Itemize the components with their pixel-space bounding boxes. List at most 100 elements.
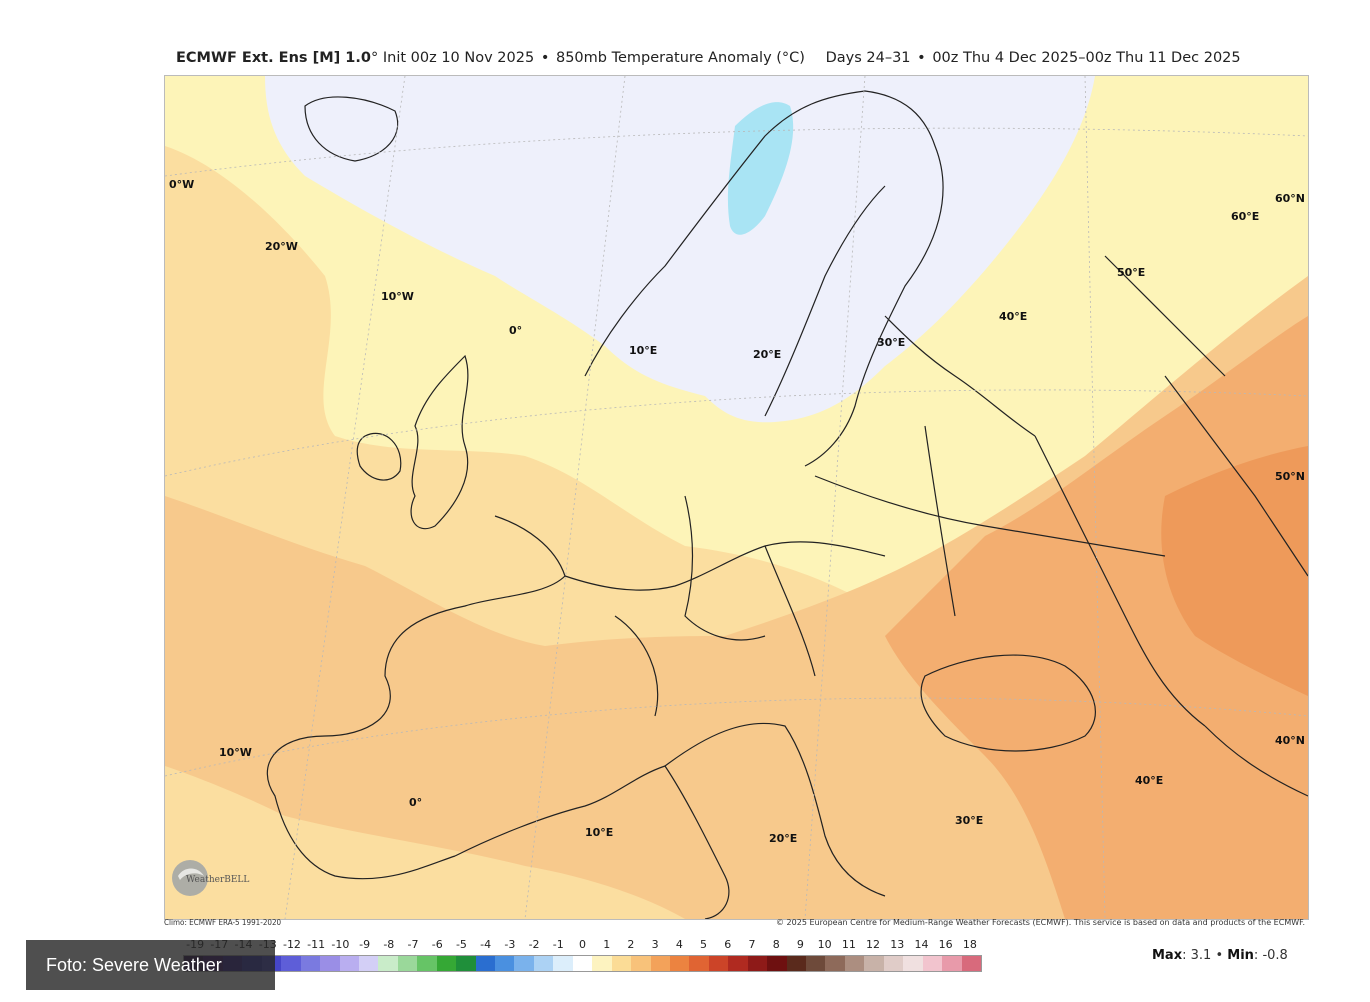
colorbar-swatch [533,956,554,971]
lon-label: 60°E [1231,210,1259,223]
days-range: Days 24–31 [825,50,911,66]
colorbar-tick-label: 10 [817,938,832,951]
colorbar-tick-label: -9 [359,938,371,951]
anomaly-zone-blue [727,102,794,235]
lat-label: 60°N [1275,192,1305,205]
colorbar-swatch [767,956,787,971]
colorbar-swatch [631,956,651,971]
colorbar-tick-label: -8 [383,938,395,951]
lon-label: 40°E [1135,774,1163,787]
lon-label: 30°E [877,336,905,349]
variable-name: 850mb Temperature Anomaly (°C) [555,50,805,66]
colorbar-swatch [708,956,729,971]
min-value: -0.8 [1262,948,1288,963]
colorbar-tick-label: -7 [407,938,419,951]
bullet-separator-2: • [917,50,926,66]
colorbar-tick-label: -4 [480,938,492,951]
colorbar-swatch [883,956,904,971]
colorbar-swatch [378,956,398,971]
colorbar-swatch [922,956,943,971]
colorbar-tick-label: 7 [748,938,756,951]
colorbar-swatch [689,956,709,971]
anomaly-zone-max [1161,446,1308,696]
lon-label: 0°W [169,178,194,191]
colorbar-labels: -19-17-14-13-12-11-10-9-8-7-6-5-4-3-2-10… [183,938,983,952]
colorbar-swatch [728,956,748,971]
colorbar-tick-label: -5 [455,938,467,951]
max-min-readout: Max: 3.1 • Min: -0.8 [1152,948,1288,963]
copyright-note: © 2025 European Centre for Medium-Range … [776,918,1305,927]
colorbar-tick-label: 14 [914,938,929,951]
colorbar-swatch [786,956,806,971]
climo-note: Climo: ECMWF ERA-5 1991-2020 [164,918,282,927]
init-time: Init 00z 10 Nov 2025 [382,50,535,66]
colorbar-swatch [281,956,301,971]
colorbar-tick-label: 1 [603,938,611,951]
lon-label: 20°E [753,348,781,361]
colorbar-swatch [475,956,495,971]
colorbar-tick-label: 3 [651,938,659,951]
colorbar-swatch [514,956,534,971]
colorbar-swatch [553,956,573,971]
colorbar-swatch [397,956,418,971]
maxmin-separator: • [1215,948,1224,963]
colorbar-swatch [806,956,826,971]
map-svg: 0°W 20°W 10°W 0° 10°E 20°E 30°E 40°E 50°… [165,76,1308,919]
colorbar-tick-label: 9 [796,938,804,951]
colorbar-swatch [942,956,962,971]
colorbar-tick-label: -12 [282,938,301,951]
colorbar-tick-label: 18 [962,938,977,951]
photo-credit: Foto: Severe Weather [26,940,275,990]
model-title: ECMWF Ext. Ens [M] 1.0 [176,50,371,66]
colorbar-swatch [961,956,981,971]
max-label: Max [1152,948,1183,963]
colorbar-swatch [572,956,593,971]
colorbar-swatch [650,956,670,971]
colorbar-tick-label: 6 [724,938,732,951]
lon-label: 20°W [265,240,298,253]
lon-label: 0° [509,324,522,337]
colorbar-tick-label: 2 [627,938,635,951]
colorbar-swatch [825,956,845,971]
bullet-separator: • [540,50,550,66]
anomaly-map: 0°W 20°W 10°W 0° 10°E 20°E 30°E 40°E 50°… [164,75,1309,920]
colorbar-swatch [669,956,690,971]
lat-label: 50°N [1275,470,1305,483]
colorbar-tick-label: 13 [890,938,905,951]
colorbar-tick-label: 5 [700,938,708,951]
anomaly-zone-strong [885,316,1308,919]
colorbar-tick-label: -1 [552,938,564,951]
coastlines [266,90,1308,919]
colorbar-tick-label: 0 [579,938,586,951]
weatherbell-logo: WeatherBELL [172,860,249,896]
degree-symbol: ° [371,50,379,66]
lon-label: 10°W [381,290,414,303]
colorbar-swatch [864,956,884,971]
colorbar-tick-label: -10 [331,938,350,951]
colorbar-swatch [592,956,612,971]
colorbar-swatch [417,956,437,971]
colorbar-tick-label: 12 [866,938,881,951]
colorbar-tick-label: -2 [528,938,540,951]
lon-label: 30°E [955,814,983,827]
lon-label: 20°E [769,832,797,845]
colorbar-tick-label: -11 [307,938,326,951]
lon-label: 10°W [219,746,252,759]
colorbar-swatch [436,956,457,971]
colorbar-swatch [747,956,768,971]
map-header: ECMWF Ext. Ens [M] 1.0° Init 00z 10 Nov … [176,50,1306,72]
colorbar-swatch [358,956,379,971]
colorbar-swatch [903,956,923,971]
colorbar-swatch [300,956,321,971]
lon-label: 40°E [999,310,1027,323]
colorbar-tick-label: 11 [841,938,856,951]
colorbar-tick-label: 4 [675,938,683,951]
colorbar-tick-label: 8 [772,938,780,951]
valid-time: 00z Thu 4 Dec 2025–00z Thu 11 Dec 2025 [932,50,1241,66]
graticule [165,76,1308,919]
logo-text: WeatherBELL [186,875,249,885]
colorbar [183,955,982,972]
colorbar-swatch [611,956,632,971]
lon-label: 10°E [585,826,613,839]
colorbar-swatch [495,956,515,971]
